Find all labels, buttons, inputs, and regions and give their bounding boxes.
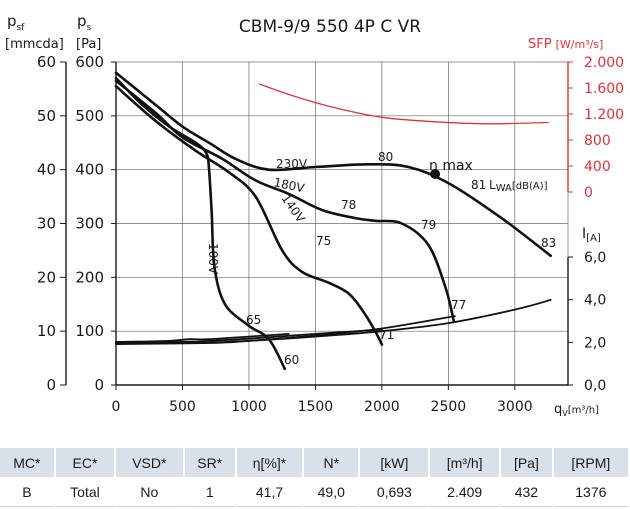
specs-header-row: MC* EC* VSD* SR* η[%]* N* [kW] [m³/h] [P… (0, 448, 630, 477)
eta-max-point (430, 168, 441, 179)
eff-mark-77: 77 (451, 298, 466, 312)
eff-mark-60: 60 (284, 353, 299, 367)
curve-label-230v: 230V (276, 157, 308, 171)
x-tick-label: 500 (169, 399, 196, 415)
specs-header-mc: MC* (0, 448, 56, 477)
ps-tick-label: 400 (75, 161, 104, 179)
current-tick-label: 2,0 (584, 335, 606, 351)
eff-mark-78: 78 (341, 198, 356, 212)
specs-header-flow: [m³/h] (429, 448, 502, 477)
pressure-curve-230v (114, 71, 552, 258)
fan-performance-chart: CBM-9/9 550 4P C VR psf [mmcda] ps [Pa] … (5, 12, 624, 418)
ps-tick-label: 500 (75, 107, 104, 125)
plot-grid (116, 61, 569, 385)
specs-value-flow: 2.409 (428, 477, 502, 507)
eff-mark-83: 83 (541, 236, 556, 250)
sfp-curve-sfp (258, 83, 549, 125)
sound-level-label: LWA[dB(A)] (489, 178, 548, 194)
psf-tick-label: 0 (46, 376, 56, 394)
psf-tick-label: 60 (37, 53, 56, 71)
specs-header-ec: EC* (54, 448, 117, 477)
eff-mark-80: 80 (378, 150, 393, 164)
pressure-curve-100v (114, 76, 287, 371)
x-tick-label: 3000 (497, 399, 533, 415)
chart-title: CBM-9/9 550 4P C VR (239, 17, 421, 37)
ps-tick-label: 0 (94, 376, 104, 394)
current-curve-140v (115, 328, 383, 344)
pressure-curve-180v (114, 79, 455, 322)
current-curve-230v (115, 299, 552, 345)
specs-table: MC* EC* VSD* SR* η[%]* N* [kW] [m³/h] [P… (0, 448, 630, 507)
eff-mark-65: 65 (246, 313, 261, 327)
curve-label-100v: 100V (206, 243, 220, 275)
ps-axis-unit: [Pa] (76, 37, 101, 52)
psf-tick-label: 30 (37, 215, 56, 233)
eff-mark-75: 75 (316, 234, 331, 248)
psf-tick-label: 10 (37, 322, 56, 340)
psf-tick-label: 40 (37, 161, 56, 179)
x-tick-label: 1500 (298, 399, 334, 415)
specs-value-efficiency: 41,7 (235, 477, 305, 507)
current-curve-100v (115, 333, 290, 343)
x-tick-label: 2000 (364, 399, 400, 415)
eff-mark-79: 79 (421, 218, 436, 232)
ps-axis-label: ps (77, 12, 92, 33)
ps-tick-label: 200 (75, 268, 104, 286)
specs-header-rpm: [RPM] (552, 448, 630, 477)
specs-header-vsd: VSD* (115, 448, 185, 477)
sfp-axis-label: SFP [W/m³/s] (528, 37, 603, 52)
ps-tick-label: 100 (75, 322, 104, 340)
psf-axis-label: psf (7, 12, 25, 33)
eff-mark-81: 81 (471, 178, 486, 192)
specs-value-n: 49,0 (302, 477, 361, 507)
sfp-tick-label: 1.200 (584, 107, 624, 123)
pressure-curve-140v (114, 84, 384, 346)
sfp-tick-label: 2.000 (584, 55, 624, 71)
specs-value-sr: 1 (182, 477, 237, 507)
sfp-tick-label: 800 (584, 133, 611, 149)
eff-mark-71: 71 (379, 328, 394, 342)
specs-value-kw: 0,693 (358, 477, 431, 507)
x-axis-label: qV[m³/h] (554, 402, 599, 418)
sfp-tick-label: 0 (584, 185, 593, 201)
specs-value-ec: Total (54, 477, 117, 507)
specs-header-sr: SR* (183, 448, 237, 477)
ps-tick-label: 600 (75, 53, 104, 71)
current-axis-label: I[A] (582, 226, 601, 244)
curve-label-180v: 180V (272, 175, 306, 195)
specs-value-vsd: No (114, 477, 185, 507)
current-tick-label: 0,0 (584, 378, 606, 394)
eta-max-label: η max (429, 158, 473, 174)
sfp-tick-label: 1.600 (584, 81, 624, 97)
specs-value-rpm: 1376 (552, 477, 630, 507)
psf-tick-label: 50 (37, 107, 56, 125)
chart-series (114, 71, 552, 371)
specs-header-n: N* (303, 448, 361, 477)
curve-label-140v: 140V (279, 192, 309, 226)
psf-tick-label: 20 (37, 268, 56, 286)
specs-value-row: B Total No 1 41,7 49,0 0,693 2.409 432 1… (0, 477, 630, 507)
specs-value-pressure: 432 (499, 477, 554, 507)
x-tick-label: 1000 (231, 399, 267, 415)
specs-header-efficiency: η[%]* (235, 448, 305, 477)
current-tick-label: 4,0 (584, 293, 606, 309)
specs-value-mc: B (0, 477, 56, 507)
psf-axis-unit: [mmcda] (5, 37, 64, 52)
specs-header-kw: [kW] (359, 448, 431, 477)
sfp-tick-label: 400 (584, 159, 611, 175)
chart-annotations (430, 168, 441, 179)
specs-header-pressure: [Pa] (500, 448, 554, 477)
x-tick-label: 0 (112, 399, 121, 415)
current-tick-label: 6,0 (584, 250, 606, 266)
ps-tick-label: 300 (75, 215, 104, 233)
x-tick-label: 2500 (431, 399, 467, 415)
